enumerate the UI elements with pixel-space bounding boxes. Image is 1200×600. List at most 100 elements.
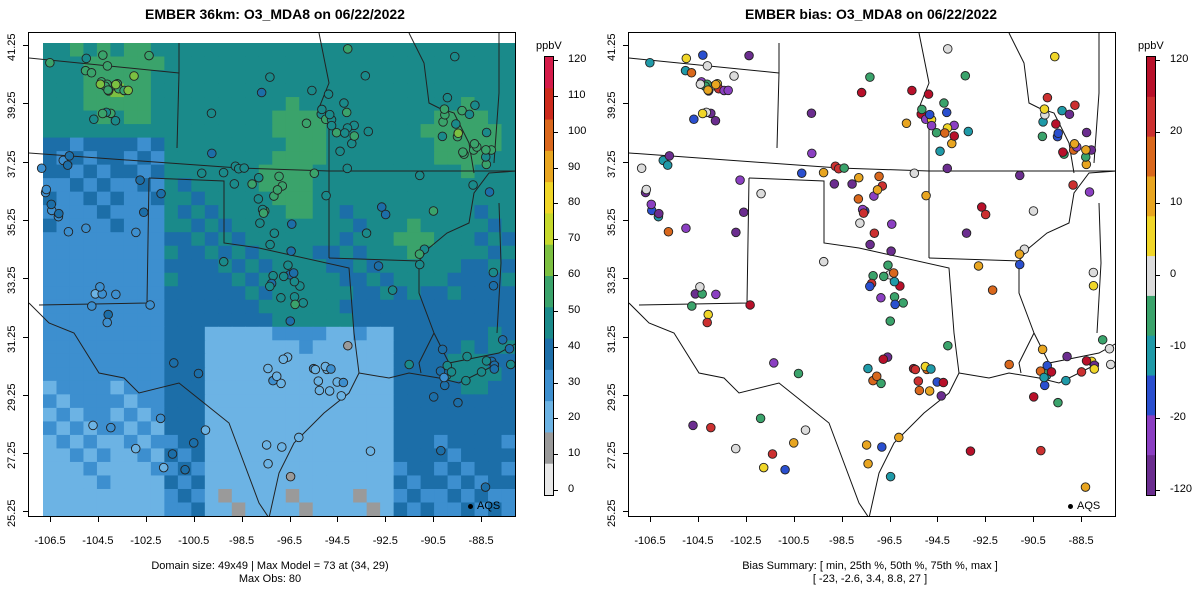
grid-cell (447, 70, 462, 85)
grid-cell (393, 259, 408, 274)
station-marker (256, 87, 267, 98)
grid-cell (204, 434, 219, 450)
grid-cell (231, 205, 246, 220)
grid-cell (326, 488, 341, 504)
right-legend-label: AQS (1077, 500, 1101, 512)
grid-cell (69, 502, 85, 516)
grid-cell (137, 353, 152, 368)
grid-cell (245, 56, 260, 71)
grid-cell (123, 313, 138, 328)
state-boundary (1093, 33, 1100, 164)
grid-cell (312, 407, 327, 422)
grid-cell (285, 380, 300, 395)
grid-cell (43, 97, 58, 112)
grid-cell (258, 502, 273, 516)
grid-cell (83, 394, 98, 409)
grid-cell (461, 340, 476, 355)
grid-cell (407, 151, 422, 166)
grid-cell (177, 83, 192, 98)
grid-cell (218, 380, 233, 395)
grid-cell (366, 245, 381, 260)
grid-cell (231, 218, 246, 233)
grid-cell (43, 232, 58, 247)
grid-cell (272, 124, 287, 139)
grid-cell (231, 137, 246, 152)
grid-cell (96, 164, 112, 179)
grid-cell (393, 340, 408, 355)
grid-cell (231, 394, 246, 409)
grid-cell (326, 326, 341, 341)
grid-cell (83, 205, 98, 220)
right-colorbar (1146, 56, 1156, 496)
state-boundary (918, 33, 930, 173)
station-marker (458, 147, 468, 157)
right-colorbar-unit: ppbV (1138, 40, 1164, 52)
grid-cell (245, 448, 260, 463)
bias-station-marker (1037, 131, 1048, 142)
grid-cell (366, 83, 381, 98)
colorbar-tick-mark (554, 167, 558, 169)
grid-cell (285, 56, 300, 71)
grid-cell (488, 43, 503, 58)
grid-cell (69, 407, 85, 422)
x-tick-label: -100.5 (178, 535, 210, 547)
grid-cell (123, 380, 138, 395)
grid-cell (191, 137, 206, 152)
station-marker (504, 343, 515, 354)
grid-cell (339, 56, 354, 71)
grid-cell (339, 502, 354, 516)
grid-cell (447, 151, 462, 166)
bias-station-marker (886, 246, 896, 256)
grid-cell (434, 191, 449, 206)
grid-cell (137, 367, 152, 382)
x-tick-mark (745, 517, 747, 522)
grid-cell (326, 407, 341, 422)
grid-cell (258, 421, 273, 436)
grid-cell (285, 83, 300, 98)
station-marker (343, 340, 353, 351)
grid-cell (56, 97, 71, 112)
grid-cell (447, 502, 462, 516)
bias-station-marker (878, 271, 889, 282)
grid-cell (83, 461, 98, 477)
grid-cell (488, 56, 503, 71)
grid-cell (83, 448, 98, 463)
colorbar-segment (1147, 335, 1155, 377)
grid-cell (110, 272, 125, 287)
grid-cell (474, 434, 489, 450)
grid-cell (339, 421, 354, 436)
grid-cell (407, 367, 422, 382)
grid-cell (123, 151, 138, 166)
station-marker (373, 261, 384, 271)
grid-cell (96, 218, 112, 233)
station-marker (288, 268, 299, 278)
y-tick-mark (623, 219, 628, 221)
left-caption-line1: Domain size: 49x49 | Max Model = 73 at (… (151, 560, 389, 572)
grid-cell (231, 70, 246, 85)
grid-cell (56, 178, 71, 193)
grid-cell (191, 178, 206, 193)
grid-cell (272, 448, 287, 463)
grid-cell (339, 83, 354, 98)
grid-cell (434, 434, 449, 450)
grid-cell (204, 272, 219, 287)
grid-cell (83, 151, 98, 166)
grid-cell (231, 124, 246, 139)
grid-cell (420, 380, 435, 395)
bias-station-marker (663, 227, 674, 237)
grid-cell (353, 394, 368, 409)
grid-cell (96, 259, 112, 274)
grid-cell (299, 340, 314, 355)
grid-cell (366, 151, 381, 166)
grid-cell (150, 340, 165, 355)
grid-cell (83, 232, 98, 247)
grid-cell (447, 218, 462, 233)
grid-cell (474, 380, 489, 395)
station-marker (274, 171, 284, 182)
grid-cell (69, 43, 85, 58)
grid-cell (366, 461, 381, 477)
bias-station-marker (924, 109, 935, 120)
grid-cell (380, 367, 395, 382)
grid-cell (177, 70, 192, 85)
station-marker (476, 367, 487, 377)
